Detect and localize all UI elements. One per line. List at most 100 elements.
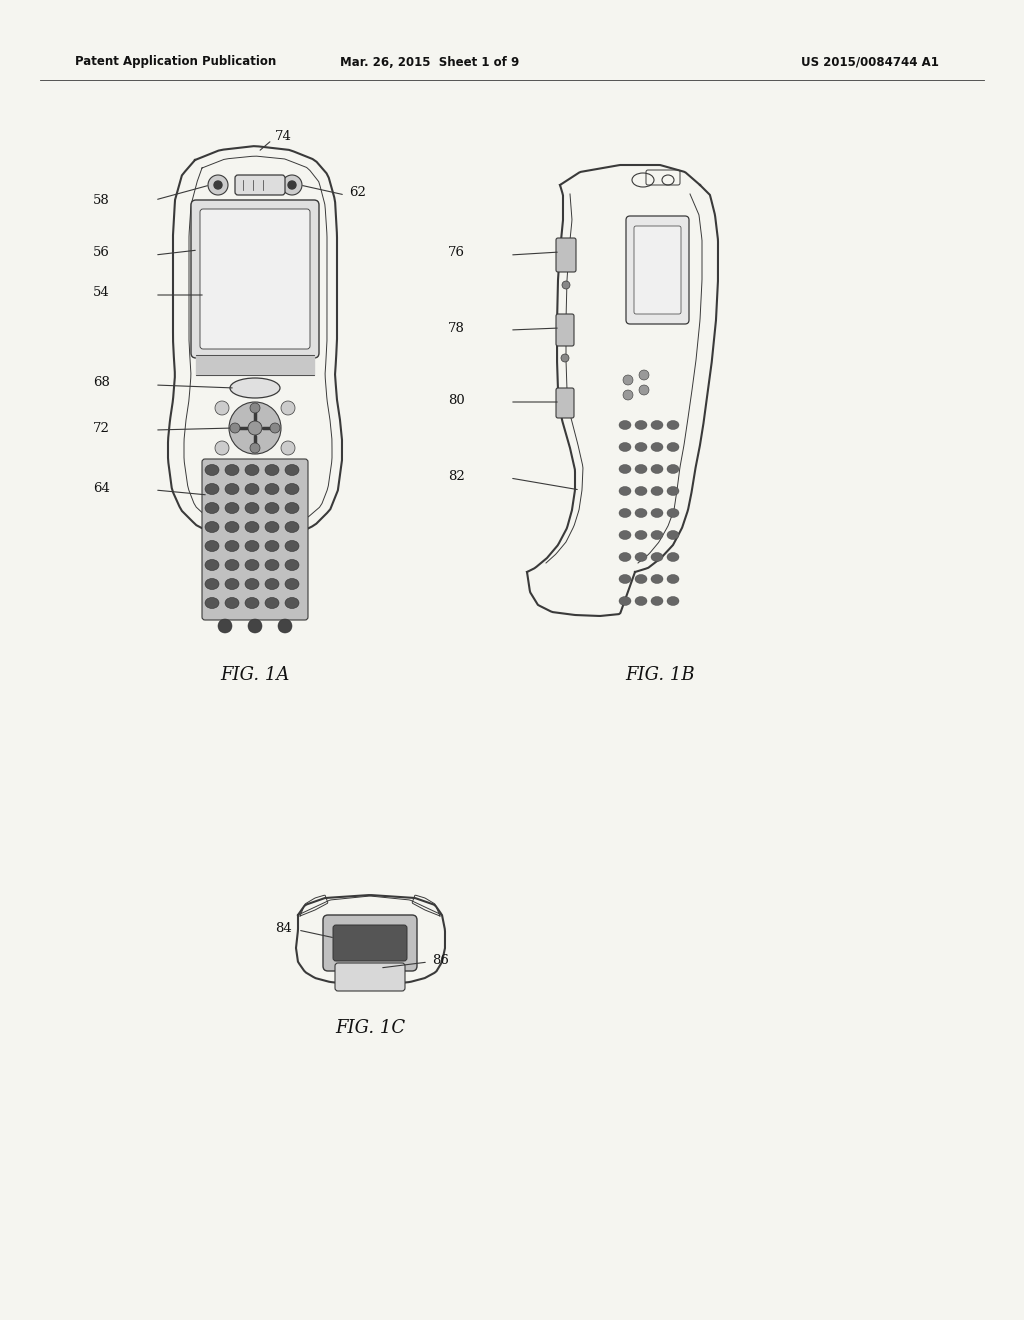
Ellipse shape — [635, 442, 647, 451]
Text: 86: 86 — [432, 953, 449, 966]
Ellipse shape — [265, 465, 279, 475]
Text: FIG. 1C: FIG. 1C — [335, 1019, 406, 1038]
Ellipse shape — [635, 574, 647, 583]
Ellipse shape — [245, 465, 259, 475]
Ellipse shape — [225, 540, 239, 552]
Circle shape — [562, 281, 570, 289]
Ellipse shape — [245, 521, 259, 532]
Ellipse shape — [265, 578, 279, 590]
Ellipse shape — [225, 503, 239, 513]
Text: Patent Application Publication: Patent Application Publication — [75, 55, 276, 69]
Ellipse shape — [635, 421, 647, 429]
Text: 84: 84 — [275, 921, 292, 935]
Ellipse shape — [635, 465, 647, 474]
Circle shape — [208, 176, 228, 195]
Ellipse shape — [265, 483, 279, 495]
Text: 78: 78 — [449, 322, 465, 334]
Circle shape — [270, 422, 280, 433]
FancyBboxPatch shape — [234, 176, 285, 195]
Circle shape — [639, 385, 649, 395]
FancyBboxPatch shape — [556, 388, 574, 418]
Ellipse shape — [651, 421, 663, 429]
Text: 58: 58 — [93, 194, 110, 206]
FancyBboxPatch shape — [191, 201, 319, 358]
FancyBboxPatch shape — [335, 964, 406, 991]
Ellipse shape — [265, 598, 279, 609]
Text: 76: 76 — [449, 247, 465, 260]
Circle shape — [623, 375, 633, 385]
Ellipse shape — [225, 483, 239, 495]
Ellipse shape — [667, 442, 679, 451]
Text: 82: 82 — [449, 470, 465, 483]
Ellipse shape — [651, 487, 663, 495]
Text: 54: 54 — [93, 286, 110, 300]
Ellipse shape — [245, 540, 259, 552]
FancyBboxPatch shape — [556, 314, 574, 346]
FancyBboxPatch shape — [200, 209, 310, 348]
Ellipse shape — [667, 421, 679, 429]
Ellipse shape — [225, 578, 239, 590]
Ellipse shape — [651, 442, 663, 451]
Ellipse shape — [651, 574, 663, 583]
Ellipse shape — [667, 574, 679, 583]
Text: FIG. 1A: FIG. 1A — [220, 667, 290, 684]
Circle shape — [250, 444, 260, 453]
Text: US 2015/0084744 A1: US 2015/0084744 A1 — [801, 55, 939, 69]
Ellipse shape — [230, 378, 280, 399]
Ellipse shape — [265, 521, 279, 532]
FancyBboxPatch shape — [634, 226, 681, 314]
Text: 80: 80 — [449, 393, 465, 407]
Circle shape — [218, 619, 232, 634]
Circle shape — [278, 619, 292, 634]
FancyBboxPatch shape — [323, 915, 417, 972]
Ellipse shape — [651, 465, 663, 474]
Text: Mar. 26, 2015  Sheet 1 of 9: Mar. 26, 2015 Sheet 1 of 9 — [340, 55, 519, 69]
Circle shape — [229, 403, 281, 454]
Circle shape — [282, 176, 302, 195]
Ellipse shape — [285, 598, 299, 609]
Ellipse shape — [618, 574, 631, 583]
Ellipse shape — [205, 465, 219, 475]
Ellipse shape — [225, 465, 239, 475]
Ellipse shape — [618, 597, 631, 606]
Ellipse shape — [265, 503, 279, 513]
Ellipse shape — [635, 487, 647, 495]
Ellipse shape — [618, 508, 631, 517]
Circle shape — [639, 370, 649, 380]
Ellipse shape — [618, 442, 631, 451]
Circle shape — [281, 401, 295, 414]
Circle shape — [288, 181, 296, 189]
Circle shape — [215, 401, 229, 414]
Circle shape — [215, 441, 229, 455]
Ellipse shape — [205, 521, 219, 532]
Text: 64: 64 — [93, 482, 110, 495]
Ellipse shape — [225, 521, 239, 532]
Circle shape — [623, 389, 633, 400]
Ellipse shape — [667, 487, 679, 495]
Ellipse shape — [618, 487, 631, 495]
Ellipse shape — [651, 597, 663, 606]
Ellipse shape — [245, 483, 259, 495]
Ellipse shape — [285, 483, 299, 495]
Ellipse shape — [285, 503, 299, 513]
Circle shape — [230, 422, 240, 433]
FancyBboxPatch shape — [626, 216, 689, 323]
FancyBboxPatch shape — [333, 925, 407, 961]
Ellipse shape — [285, 540, 299, 552]
Ellipse shape — [245, 598, 259, 609]
Ellipse shape — [265, 540, 279, 552]
FancyBboxPatch shape — [556, 238, 575, 272]
Ellipse shape — [667, 597, 679, 606]
Ellipse shape — [635, 531, 647, 540]
Circle shape — [248, 421, 262, 436]
Ellipse shape — [205, 560, 219, 570]
Ellipse shape — [667, 465, 679, 474]
Ellipse shape — [265, 560, 279, 570]
FancyBboxPatch shape — [202, 459, 308, 620]
Ellipse shape — [618, 553, 631, 561]
Ellipse shape — [285, 521, 299, 532]
Ellipse shape — [285, 465, 299, 475]
Text: 74: 74 — [275, 129, 292, 143]
Text: FIG. 1B: FIG. 1B — [626, 667, 695, 684]
Ellipse shape — [285, 560, 299, 570]
